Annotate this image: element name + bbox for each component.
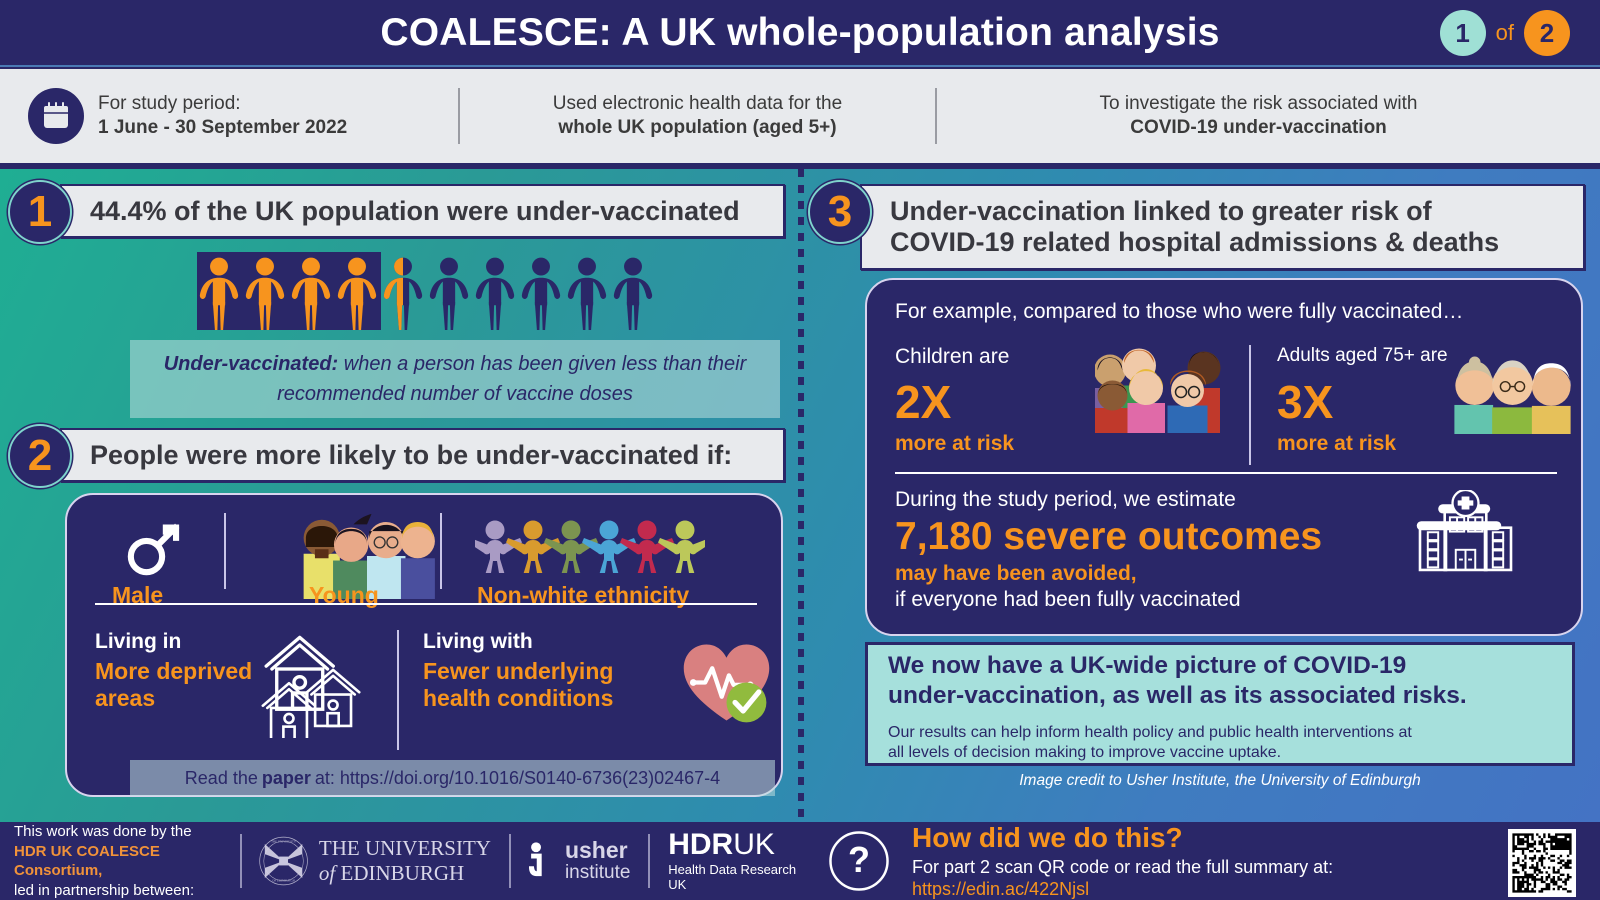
svg-text:THE UNIVERSITY: THE UNIVERSITY: [271, 839, 297, 843]
svg-text:OF EDINBURGH: OF EDINBURGH: [272, 878, 295, 882]
svg-text:?: ?: [848, 839, 870, 880]
